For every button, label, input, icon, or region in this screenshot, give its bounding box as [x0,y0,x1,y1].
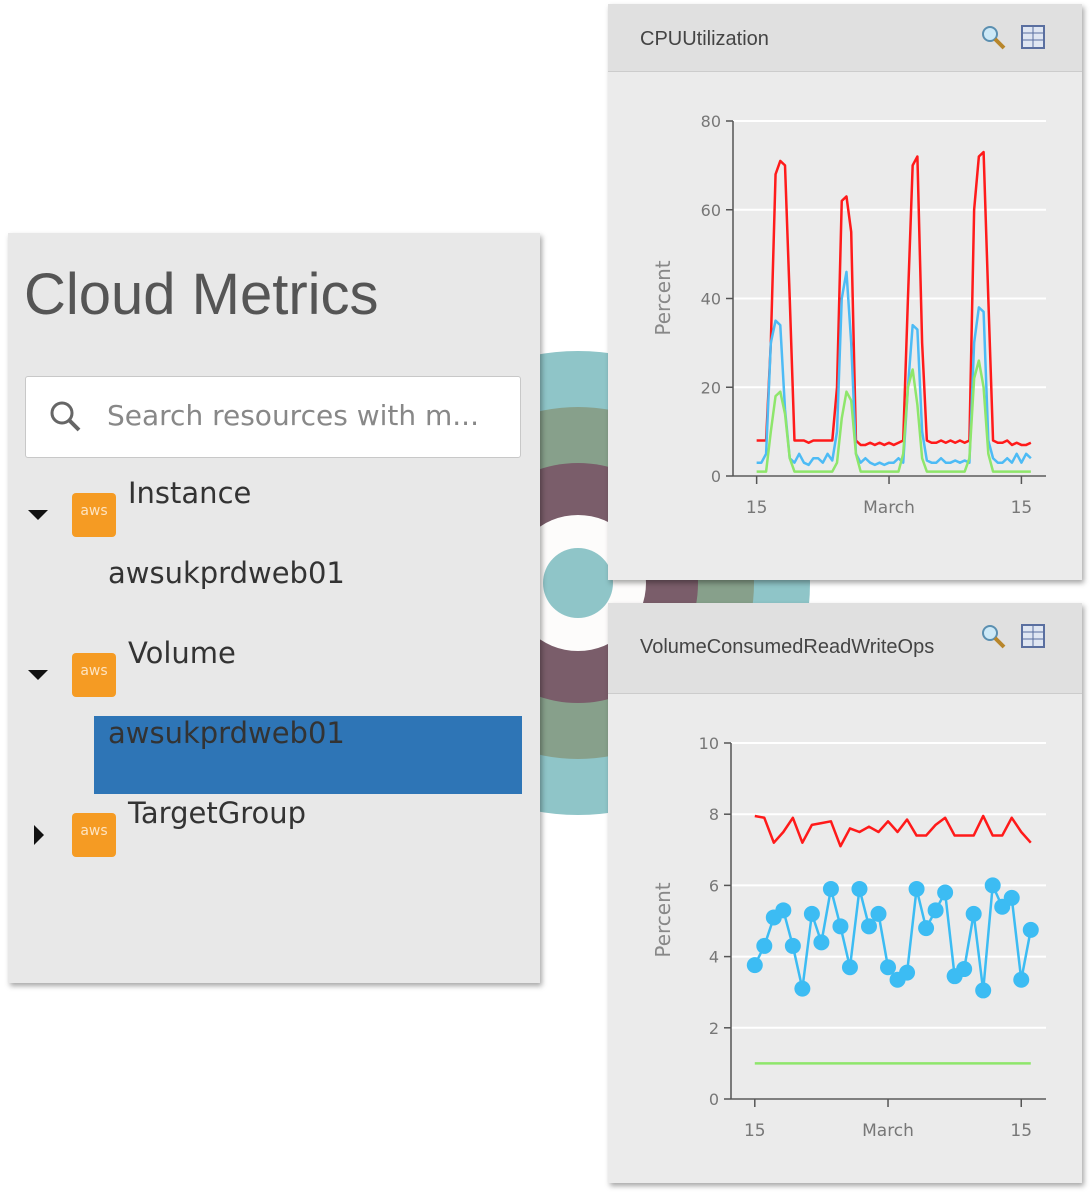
data-point [794,980,811,997]
series-line [756,270,1032,467]
x-tick-label: 15 [744,1121,766,1141]
data-point [927,902,944,919]
resource-panel: Cloud Metrics Search resources with m...… [8,233,540,983]
x-tick-label: 15 [1010,1121,1032,1141]
data-point [1022,921,1039,938]
data-point [803,905,820,922]
node-label: TargetGroup [128,796,307,830]
chart-panel: VolumeConsumedReadWriteOps 0 2 4 6 8 10 15 Marc… [608,603,1082,1183]
data-point [813,934,830,951]
data-point [956,961,973,978]
data-point [784,937,801,954]
data-point [908,880,925,897]
node-label: Instance [128,476,252,510]
y-axis-label: Percent [651,882,675,957]
leaf-label: awsukprdweb01 [108,556,345,590]
node-label: Volume [128,636,236,670]
y-tick-label: 40 [701,290,721,309]
search-placeholder: Search resources with m... [107,399,479,432]
expand-arrow[interactable] [28,670,48,680]
data-point [746,957,763,974]
data-point [870,905,887,922]
tree-leaf[interactable]: awsukprdweb01 [94,556,522,634]
data-point [841,959,858,976]
data-point [860,918,877,935]
data-point [775,902,792,919]
series-line [756,150,1032,447]
data-point [965,905,982,922]
y-tick-label: 4 [709,948,719,967]
data-point [984,877,1001,894]
chart: 0 20 40 60 80 15 March 15 Percent [651,112,1046,518]
header-icons[interactable] [980,623,1050,653]
y-tick-label: 60 [701,201,721,220]
aws-icon: aws [72,653,116,697]
data-point [880,959,897,976]
data-point [756,937,773,954]
x-tick-label: 15 [746,498,768,518]
y-tick-label: 2 [709,1019,719,1038]
tree-leaf[interactable]: awsukprdweb01 [94,716,522,794]
leaf-label: awsukprdweb01 [108,716,345,750]
chart-panel: CPUUtilization 0 20 40 60 80 15 March 15 Percent [608,4,1082,580]
y-tick-label: 10 [699,734,719,753]
chart-header: CPUUtilization [608,4,1082,72]
y-tick-label: 20 [701,378,721,397]
series-line [754,814,1032,848]
search-box[interactable]: Search resources with m... [25,376,521,458]
data-point [918,920,935,937]
y-tick-label: 6 [709,876,719,895]
x-tick-label: March [863,498,915,518]
data-point [975,982,992,999]
chart-title: CPUUtilization [640,28,769,50]
panel-title: Cloud Metrics [24,262,379,327]
tree-node[interactable]: aws Instance [8,476,540,554]
expand-arrow[interactable] [28,510,48,520]
search-icon [50,401,81,432]
y-tick-label: 80 [701,112,721,131]
chart-title: VolumeConsumedReadWriteOps [640,636,935,658]
x-tick-label: March [862,1121,914,1141]
tree-node[interactable]: aws Volume [8,636,540,714]
tree-node[interactable]: aws TargetGroup [8,796,540,874]
y-axis-label: Percent [651,260,675,335]
data-point [937,884,954,901]
y-tick-label: 0 [709,1090,719,1109]
data-point [822,880,839,897]
chart-header: VolumeConsumedReadWriteOps [608,603,1082,694]
data-point [1003,889,1020,906]
y-tick-label: 0 [711,467,721,486]
data-point [1013,971,1030,988]
aws-icon: aws [72,493,116,537]
header-icons[interactable] [980,24,1050,54]
aws-icon: aws [72,813,116,857]
chart: 0 2 4 6 8 10 15 March 15 Percent [651,734,1046,1141]
x-tick-label: 15 [1011,498,1033,518]
data-point [899,964,916,981]
data-point [851,880,868,897]
data-point [832,918,849,935]
y-tick-label: 8 [709,805,719,824]
expand-arrow[interactable] [34,825,44,845]
series-line [756,359,1031,473]
